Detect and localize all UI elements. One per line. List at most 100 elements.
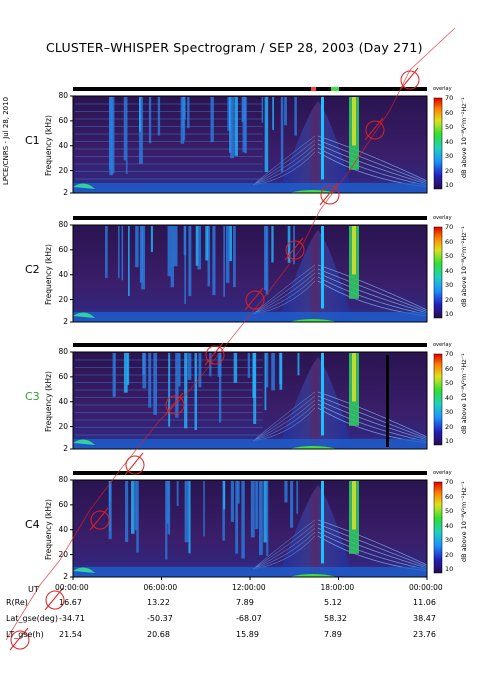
burst-emission xyxy=(138,97,143,164)
burst-emission xyxy=(261,97,264,123)
burst-emission xyxy=(272,97,275,130)
burst-emission xyxy=(136,481,139,553)
colorbar-tick-label: 70 xyxy=(445,350,454,358)
burst-emission xyxy=(166,481,169,524)
low-frequency-band xyxy=(73,439,427,449)
burst-emission xyxy=(148,353,152,408)
burst-emission xyxy=(294,97,297,136)
y-tick-label: 40 xyxy=(58,269,68,279)
colorbar-tick-label: 50 xyxy=(445,252,454,260)
colorbar-title: overlay xyxy=(433,215,452,221)
burst-emission xyxy=(297,353,300,376)
y-tick-label: 2 xyxy=(63,444,68,453)
orbit-value: 13.22 xyxy=(147,598,170,607)
y-tick-label: 80 xyxy=(58,475,68,484)
resonance-line xyxy=(252,272,316,315)
colorbar-tick-label: 20 xyxy=(445,550,454,559)
x-tick-label: 06:00:00 xyxy=(143,583,178,592)
burst-emission xyxy=(235,481,239,554)
burst-emission xyxy=(280,97,284,173)
burst-emission xyxy=(197,226,201,270)
x-tick-label: 18:00:00 xyxy=(320,583,355,592)
burst-emission xyxy=(109,97,113,176)
burst-emission xyxy=(293,226,295,265)
burst-emission xyxy=(157,97,161,136)
chart-title: CLUSTER–WHISPER Spectrogram / SEP 28, 20… xyxy=(46,40,423,55)
burst-emission xyxy=(218,353,222,423)
data-gap-line xyxy=(386,355,389,447)
resonance-line xyxy=(317,143,428,185)
colorbar-tick-label: 70 xyxy=(445,94,454,102)
colorbar-title: overlay xyxy=(433,86,452,92)
y-tick-label: 2 xyxy=(63,317,68,326)
orbit-label: R(Re) xyxy=(6,598,28,607)
burst-emission xyxy=(121,226,124,281)
burst-emission xyxy=(130,481,135,534)
y-axis-label: Frequency (kHz) xyxy=(44,499,53,560)
panel-frame xyxy=(72,351,428,450)
resonance-line xyxy=(317,139,428,183)
burst-emission xyxy=(242,97,247,153)
burst-emission xyxy=(284,97,287,126)
burst-emission xyxy=(210,97,214,143)
burst-emission xyxy=(263,481,267,543)
resonance-line xyxy=(252,135,316,186)
y-tick-label: 60 xyxy=(58,244,68,254)
burst-emission xyxy=(225,226,230,283)
orbit-value: 21.54 xyxy=(59,630,82,639)
resonance-line xyxy=(252,531,316,570)
colorbar-tick-label: 50 xyxy=(445,507,454,515)
orbit-value: 5.12 xyxy=(324,598,342,607)
burst-emission xyxy=(183,226,187,256)
burst-emission xyxy=(141,226,146,290)
resonance-line xyxy=(317,135,428,182)
resonance-line xyxy=(252,147,316,186)
orbit-value: 15.89 xyxy=(236,630,259,639)
resonance-line xyxy=(252,527,316,570)
burst-emission xyxy=(153,353,158,415)
burst-emission xyxy=(290,481,294,528)
colorbar xyxy=(433,353,443,446)
resonance-line xyxy=(317,519,428,566)
burst-emission xyxy=(247,353,251,378)
y-tick-label: 20 xyxy=(58,421,68,431)
colorbar-tick-label: 30 xyxy=(445,281,454,289)
resonance-line xyxy=(252,139,316,186)
burst-emission xyxy=(212,226,216,296)
y-tick-label: 40 xyxy=(58,396,68,406)
plasmasphere-emission xyxy=(278,230,353,322)
resonance-line xyxy=(252,264,316,315)
burst-emission xyxy=(183,97,186,141)
burst-emission xyxy=(176,481,179,506)
y-tick-label: 20 xyxy=(58,549,68,559)
resonance-line xyxy=(317,399,428,441)
resonance-line xyxy=(317,395,428,439)
flag-mark xyxy=(311,87,316,91)
orbit-label: Lat_gse(deg) xyxy=(6,614,58,623)
burst-emission xyxy=(271,353,275,391)
colorbar-tick-label: 10 xyxy=(445,565,454,573)
resonance-line xyxy=(317,276,428,315)
burst-emission xyxy=(187,97,190,129)
colorbar-unit: dB above 10⁻⁸V²m⁻²Hz⁻¹ xyxy=(460,353,468,434)
burst-emission xyxy=(112,353,115,397)
colorbar-title: overlay xyxy=(433,470,452,476)
resonance-line xyxy=(252,523,316,570)
resonance-line xyxy=(317,268,428,312)
colorbar-tick-label: 40 xyxy=(445,521,454,530)
burst-emission xyxy=(264,226,268,291)
burst-emission xyxy=(223,481,226,510)
orbit-value: 58.32 xyxy=(324,614,347,623)
orbit-value: 7.89 xyxy=(324,630,342,639)
x-tick-label: 12:00:00 xyxy=(232,583,266,592)
burst-emission xyxy=(165,481,168,560)
resonance-line xyxy=(317,147,428,186)
burst-emission xyxy=(188,226,192,297)
burst-emission xyxy=(173,226,178,267)
burst-emission xyxy=(113,353,116,397)
resonance-line xyxy=(317,523,428,567)
resonance-line xyxy=(252,519,316,570)
burst-emission xyxy=(203,481,205,537)
burst-emission xyxy=(237,481,240,504)
low-frequency-band xyxy=(73,567,95,573)
